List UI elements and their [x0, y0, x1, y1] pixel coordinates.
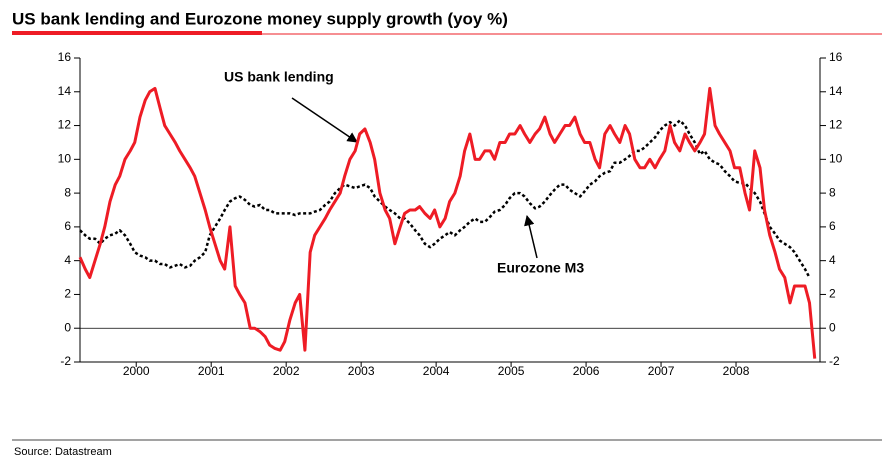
x-tick-label: 2005: [498, 364, 525, 378]
y2-tick-label: 10: [829, 152, 843, 166]
annotation-arrow: [524, 214, 538, 259]
y2-tick-label: 4: [829, 253, 836, 267]
y2-tick-label: 8: [829, 185, 836, 199]
y-tick-label: 8: [64, 185, 71, 199]
y-tick-label: 10: [58, 152, 72, 166]
y2-tick-label: 12: [829, 118, 843, 132]
series-line: [78, 86, 817, 359]
title-bar: [12, 31, 262, 35]
y2-tick-label: 2: [829, 287, 836, 301]
annotation: US bank lending: [224, 69, 334, 85]
annotation: Eurozone M3: [497, 260, 584, 276]
source: Source: Datastream: [14, 446, 112, 458]
series-line: [79, 119, 811, 279]
y-tick-label: 2: [64, 287, 71, 301]
x-tick-label: 2003: [348, 364, 375, 378]
y-tick-label: -2: [60, 354, 71, 368]
y2-tick-label: -2: [829, 354, 840, 368]
y-tick-label: 4: [64, 253, 71, 267]
x-tick-label: 2004: [423, 364, 450, 378]
x-tick-label: 2002: [273, 364, 300, 378]
y-tick-label: 6: [64, 219, 71, 233]
chart-title: US bank lending and Eurozone money suppl…: [12, 9, 508, 28]
y-tick-label: 12: [58, 118, 72, 132]
y-tick-label: 14: [58, 84, 72, 98]
y-tick-label: 16: [58, 50, 72, 64]
y2-tick-label: 14: [829, 84, 843, 98]
x-tick-label: 2008: [723, 364, 750, 378]
x-tick-label: 2001: [198, 364, 225, 378]
x-tick-label: 2006: [573, 364, 600, 378]
y2-tick-label: 0: [829, 320, 836, 334]
x-tick-label: 2000: [123, 364, 150, 378]
plot-area: -2 0 2 4 6 8 10 12 14 16 -2 0 2 4 6 8 10 12 14 16 2000 2001 20…: [58, 50, 843, 378]
y-tick-label: 0: [64, 320, 71, 334]
x-tick-label: 2007: [648, 364, 675, 378]
y2-tick-label: 16: [829, 50, 843, 64]
y2-tick-label: 6: [829, 219, 836, 233]
annotation-arrow: [291, 97, 358, 143]
